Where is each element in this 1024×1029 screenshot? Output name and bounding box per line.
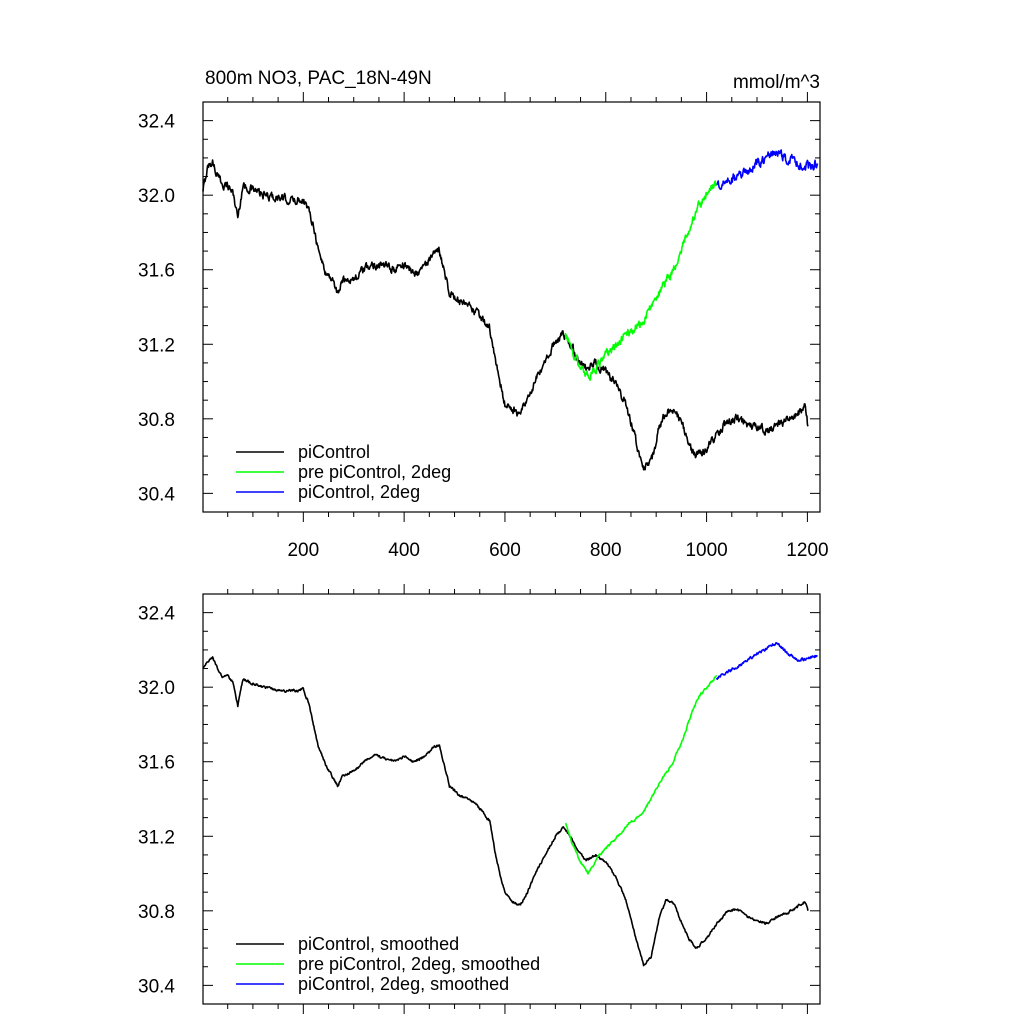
y-tick-label: 32.0: [138, 678, 175, 699]
y-tick-label: 31.6: [138, 261, 175, 282]
y-tick-label: 30.4: [138, 976, 175, 997]
x-tick-label: 800: [590, 540, 622, 561]
x-tick-label: 600: [489, 540, 521, 561]
legend-label: piControl, 2deg, smoothed: [298, 974, 509, 994]
x-tick-label: 1200: [786, 540, 828, 561]
plot-frame: [202, 593, 821, 1005]
panel-top: 32.4 32.0 31.6 31.2 30.8 30.4 200 400 600 800 1000…: [138, 92, 829, 561]
y-tick-label: 30.4: [138, 484, 175, 505]
legend-label: pre piControl, 2deg: [298, 462, 451, 482]
series-line: [202, 656, 809, 967]
x-tick-label: 200: [287, 540, 319, 561]
series-line: [715, 641, 818, 680]
y-tick-label: 30.8: [138, 410, 175, 431]
legend-label: piControl: [298, 442, 370, 462]
legend-label: piControl, smoothed: [298, 934, 459, 954]
chart-title: 800m NO3, PAC_18N-49N: [205, 68, 432, 89]
y-tick-label: 31.6: [138, 753, 175, 774]
series-line: [202, 159, 809, 471]
legend-label: pre piControl, 2deg, smoothed: [298, 954, 540, 974]
units-label: mmol/m^3: [733, 72, 820, 93]
series-line: [716, 149, 819, 190]
legend-label: piControl, 2deg: [298, 482, 420, 502]
y-tick-label: 31.2: [138, 827, 175, 848]
y-tick-label: 32.4: [138, 604, 175, 625]
plot-frame: [202, 101, 821, 513]
x-tick-label: 1000: [685, 540, 727, 561]
y-tick-label: 32.4: [138, 112, 175, 133]
x-tick-label: 400: [388, 540, 420, 561]
series-line: [564, 180, 718, 381]
series-line: [564, 675, 717, 875]
panel-bottom: 32.4 32.0 31.6 31.2 30.8 30.4 piControl, smoot…: [138, 584, 821, 1014]
y-tick-label: 31.2: [138, 335, 175, 356]
y-tick-label: 30.8: [138, 902, 175, 923]
y-tick-label: 32.0: [138, 186, 175, 207]
